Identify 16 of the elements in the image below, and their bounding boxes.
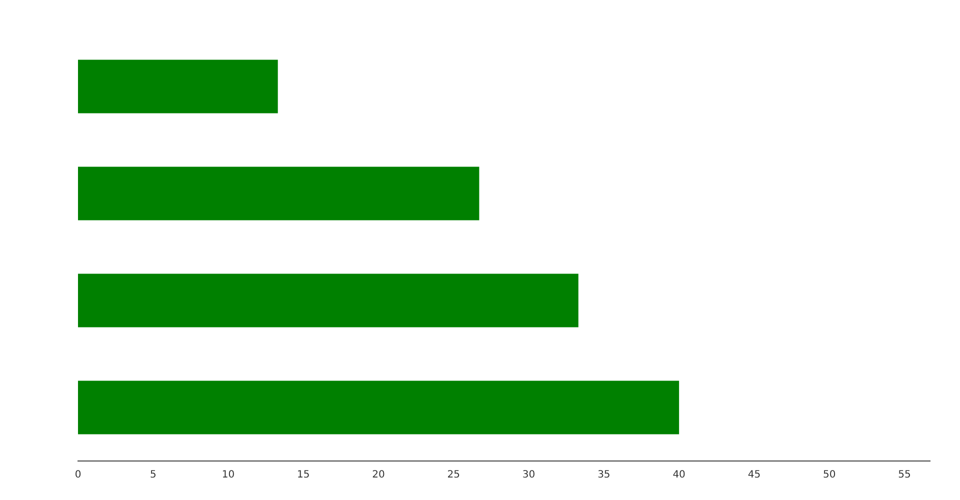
x-tick-label: 55 <box>898 470 911 481</box>
x-tick-label: 30 <box>522 470 536 481</box>
x-tick-label: 15 <box>297 470 310 481</box>
x-tick-label: 50 <box>822 470 836 481</box>
x-tick-label: 25 <box>447 470 460 481</box>
x-tick-label: 45 <box>748 470 761 481</box>
x-tick-label: 35 <box>598 470 610 481</box>
bar <box>78 166 480 220</box>
bar <box>78 60 278 114</box>
x-tick-label: 40 <box>672 470 686 481</box>
x-tick-label: 0 <box>74 470 82 481</box>
bar <box>78 380 680 434</box>
x-tick-label: 20 <box>372 470 385 481</box>
bar <box>78 274 578 328</box>
x-tick-label: 5 <box>150 470 156 481</box>
x-tick-label: 10 <box>222 470 235 481</box>
